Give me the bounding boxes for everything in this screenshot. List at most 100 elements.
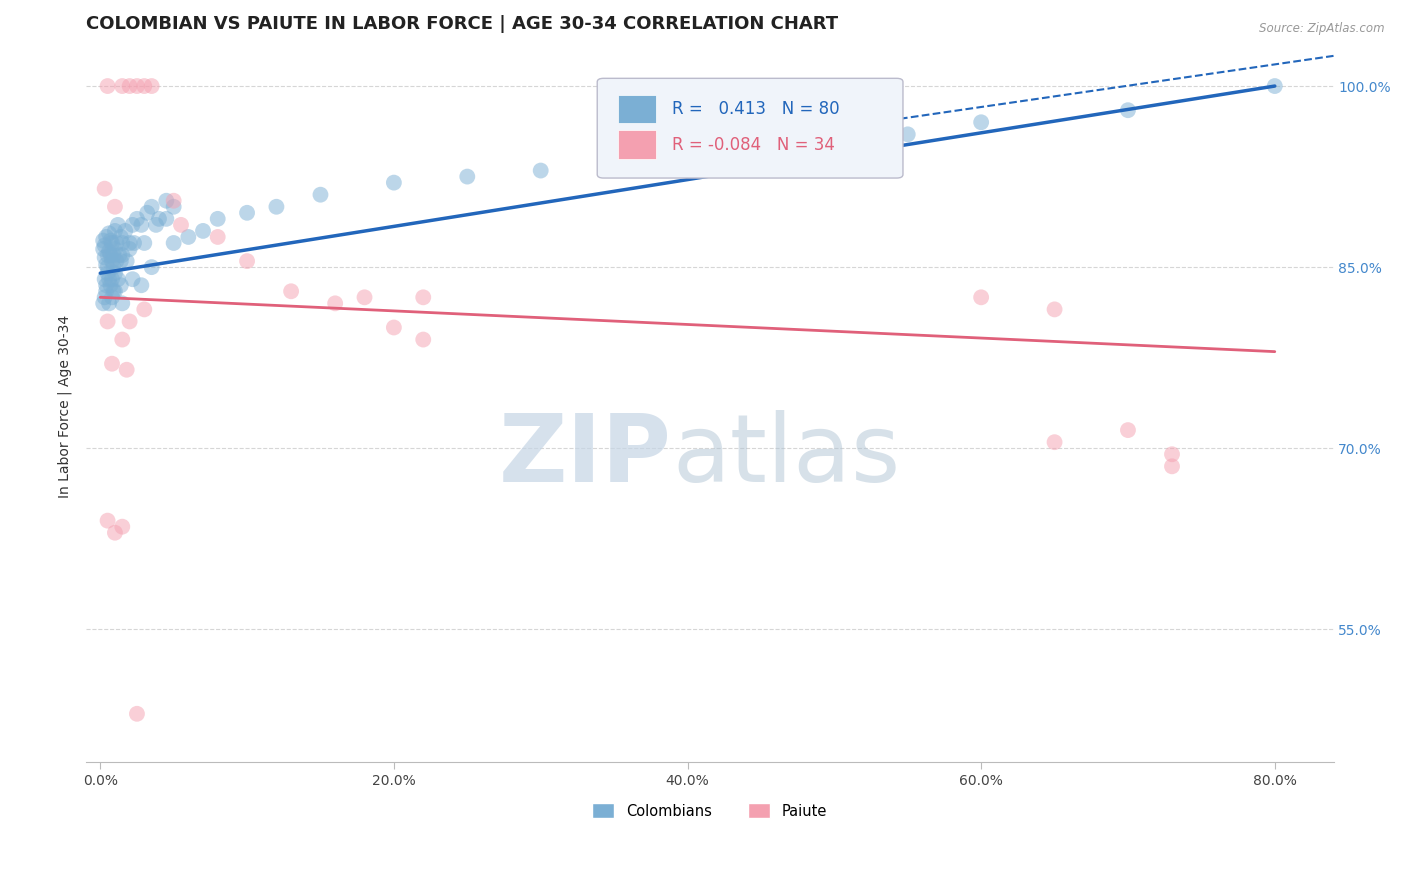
Point bbox=[97, 514, 120, 528]
Point bbox=[104, 200, 127, 214]
Point bbox=[91, 296, 114, 310]
Point bbox=[104, 285, 127, 299]
Point bbox=[323, 296, 346, 310]
Point bbox=[97, 314, 120, 328]
Point bbox=[111, 248, 134, 262]
Point bbox=[148, 211, 170, 226]
Y-axis label: In Labor Force | Age 30-34: In Labor Force | Age 30-34 bbox=[58, 314, 72, 498]
Point bbox=[91, 234, 114, 248]
Point bbox=[122, 235, 145, 250]
Point bbox=[105, 254, 128, 268]
Point bbox=[93, 272, 115, 286]
Point bbox=[98, 296, 121, 310]
Point bbox=[104, 525, 127, 540]
Point bbox=[118, 242, 141, 256]
Point bbox=[266, 200, 288, 214]
Point bbox=[98, 227, 121, 241]
Point bbox=[1161, 459, 1184, 474]
Point bbox=[118, 314, 141, 328]
Point bbox=[100, 278, 122, 293]
Point bbox=[236, 206, 259, 220]
Point bbox=[93, 251, 115, 265]
Point bbox=[111, 235, 134, 250]
Point bbox=[749, 145, 772, 160]
Point bbox=[93, 182, 115, 196]
Point bbox=[1264, 78, 1286, 93]
Point bbox=[97, 248, 120, 262]
Point bbox=[110, 278, 132, 293]
Point bbox=[125, 78, 148, 93]
Point bbox=[111, 296, 134, 310]
Point bbox=[125, 706, 148, 721]
Point bbox=[118, 78, 141, 93]
Text: R = -0.084   N = 34: R = -0.084 N = 34 bbox=[672, 136, 835, 153]
Text: atlas: atlas bbox=[672, 409, 900, 502]
Point bbox=[100, 248, 122, 262]
Point bbox=[111, 78, 134, 93]
Point bbox=[114, 224, 136, 238]
Point bbox=[280, 285, 302, 299]
Point bbox=[134, 235, 156, 250]
Point bbox=[1116, 423, 1139, 437]
Point bbox=[93, 290, 115, 304]
FancyBboxPatch shape bbox=[619, 95, 655, 123]
Point bbox=[121, 218, 143, 232]
Point bbox=[97, 266, 120, 280]
Point bbox=[163, 200, 186, 214]
Point bbox=[163, 194, 186, 208]
Point bbox=[115, 363, 138, 377]
Text: COLOMBIAN VS PAIUTE IN LABOR FORCE | AGE 30-34 CORRELATION CHART: COLOMBIAN VS PAIUTE IN LABOR FORCE | AGE… bbox=[86, 15, 838, 33]
Point bbox=[97, 78, 120, 93]
Point bbox=[141, 200, 163, 214]
Point bbox=[94, 258, 117, 272]
Point bbox=[93, 238, 115, 252]
Point bbox=[91, 242, 114, 256]
Point bbox=[1043, 302, 1066, 317]
Point bbox=[101, 272, 124, 286]
Point bbox=[108, 248, 131, 262]
FancyBboxPatch shape bbox=[619, 130, 655, 159]
Point bbox=[970, 115, 993, 129]
Point bbox=[136, 206, 159, 220]
Point bbox=[1116, 103, 1139, 118]
Point bbox=[970, 290, 993, 304]
Point bbox=[103, 260, 125, 274]
Point bbox=[94, 230, 117, 244]
Point bbox=[191, 224, 214, 238]
Point bbox=[125, 211, 148, 226]
Point bbox=[107, 218, 129, 232]
Point bbox=[207, 211, 229, 226]
Point bbox=[141, 78, 163, 93]
Point bbox=[897, 128, 920, 142]
Point bbox=[115, 254, 138, 268]
Point bbox=[104, 242, 127, 256]
Point bbox=[98, 244, 121, 259]
Point bbox=[104, 266, 127, 280]
Point bbox=[97, 260, 120, 274]
Point bbox=[456, 169, 478, 184]
Point bbox=[101, 357, 124, 371]
Point bbox=[98, 272, 121, 286]
Point bbox=[101, 254, 124, 268]
Text: ZIP: ZIP bbox=[499, 409, 672, 502]
Point bbox=[118, 235, 141, 250]
Point bbox=[100, 234, 122, 248]
FancyBboxPatch shape bbox=[598, 78, 903, 178]
Point bbox=[103, 285, 125, 299]
Point bbox=[134, 78, 156, 93]
Point bbox=[236, 254, 259, 268]
Point bbox=[101, 290, 124, 304]
Point bbox=[155, 194, 177, 208]
Point bbox=[145, 218, 167, 232]
Point bbox=[353, 290, 375, 304]
Point bbox=[412, 333, 434, 347]
Point bbox=[823, 133, 845, 147]
Point bbox=[94, 278, 117, 293]
Text: R =   0.413   N = 80: R = 0.413 N = 80 bbox=[672, 100, 839, 118]
Point bbox=[603, 157, 626, 171]
Point bbox=[1161, 447, 1184, 461]
Point bbox=[105, 235, 128, 250]
Point bbox=[382, 176, 405, 190]
Point bbox=[110, 254, 132, 268]
Point bbox=[207, 230, 229, 244]
